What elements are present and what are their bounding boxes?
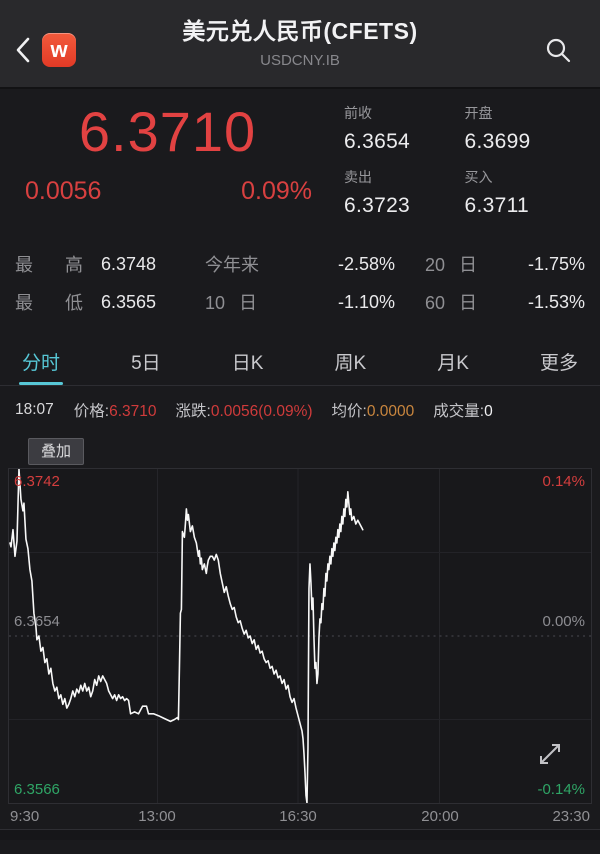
info-change: 涨跌:0.0056(0.09%)	[175, 403, 313, 420]
low-label: 最低	[15, 293, 83, 313]
d10-label: 10日	[205, 293, 257, 313]
d60-label: 60日	[425, 293, 477, 313]
back-button[interactable]	[10, 34, 38, 66]
open-value: 6.3699	[464, 130, 531, 153]
wind-app-logo: w	[42, 33, 76, 67]
header: w 美元兑人民币(CFETS) USDCNY.IB	[0, 0, 600, 89]
crosshair-info-bar: 18:07 价格:6.3710 涨跌:0.0056(0.09%) 均价:0.00…	[0, 386, 600, 434]
x-tick-2000: 20:00	[421, 808, 459, 825]
intraday-chart[interactable]: 6.3742 0.14% 6.3654 0.00% 6.3566 -0.14%	[8, 468, 592, 804]
price-change-pct: 0.09%	[241, 176, 312, 205]
expand-icon	[540, 744, 560, 764]
chevron-left-icon	[16, 37, 30, 63]
tab-weekly-k[interactable]: 周K	[334, 353, 367, 374]
open-label: 开盘	[464, 105, 493, 121]
prev-close-value: 6.3654	[344, 130, 411, 153]
bid-label: 买入	[464, 169, 493, 185]
d20-value: -1.75%	[527, 253, 585, 274]
tab-monthly-k[interactable]: 月K	[437, 353, 469, 374]
bid-value: 6.3711	[464, 194, 529, 217]
stats-row-high: 最高 6.3748 今年来 -2.58% 20日 -1.75%	[15, 245, 585, 283]
x-tick-0930: 9:30	[10, 808, 40, 825]
d60-value: -1.53%	[527, 291, 585, 312]
info-volume: 成交量:0	[433, 403, 493, 420]
x-axis: 9:30 13:00 16:30 20:00 23:30	[0, 804, 600, 829]
tab-daily-k[interactable]: 日K	[231, 353, 264, 374]
stats-section: 最高 6.3748 今年来 -2.58% 20日 -1.75% 最低 6.356…	[0, 231, 600, 325]
info-time: 18:07	[15, 401, 54, 418]
volume-pane-edge	[0, 829, 600, 840]
info-average: 均价:0.0000	[331, 403, 415, 420]
high-label: 最高	[15, 255, 83, 275]
period-tabs: 分时 5日 日K 周K 月K 更多	[0, 339, 600, 386]
d10-value: -1.10%	[337, 291, 395, 312]
tab-more[interactable]: 更多	[539, 353, 578, 374]
high-value: 6.3748	[101, 253, 157, 274]
ytd-value: -2.58%	[337, 253, 395, 274]
search-icon	[546, 38, 571, 63]
x-tick-2330: 23:30	[552, 808, 590, 825]
last-price: 6.3710	[78, 100, 257, 163]
x-tick-1630: 16:30	[279, 808, 317, 825]
page-title: 美元兑人民币(CFETS)	[182, 18, 418, 44]
ask-label: 卖出	[344, 169, 372, 185]
prev-close-label: 前收	[344, 105, 372, 121]
quote-section: 6.3710 0.0056 0.09% 前收 6.3654 卖出 6.3723 …	[0, 89, 600, 231]
x-tick-1300: 13:00	[138, 808, 176, 825]
price-change: 0.0056	[25, 176, 102, 205]
search-button[interactable]	[544, 36, 572, 64]
ask-value: 6.3723	[344, 194, 411, 217]
instrument-code: USDCNY.IB	[260, 52, 340, 69]
tab-intraday[interactable]: 分时	[18, 348, 64, 385]
fullscreen-button[interactable]	[533, 737, 567, 771]
low-value: 6.3565	[101, 291, 157, 312]
d20-label: 20日	[425, 255, 477, 275]
overlay-button[interactable]: 叠加	[28, 437, 85, 465]
tab-5day[interactable]: 5日	[131, 353, 161, 374]
chart-canvas	[9, 469, 591, 803]
info-price: 价格:6.3710	[73, 403, 157, 420]
ytd-label: 今年来	[205, 255, 259, 275]
stats-row-low: 最低 6.3565 10日 -1.10% 60日 -1.53%	[15, 283, 585, 321]
